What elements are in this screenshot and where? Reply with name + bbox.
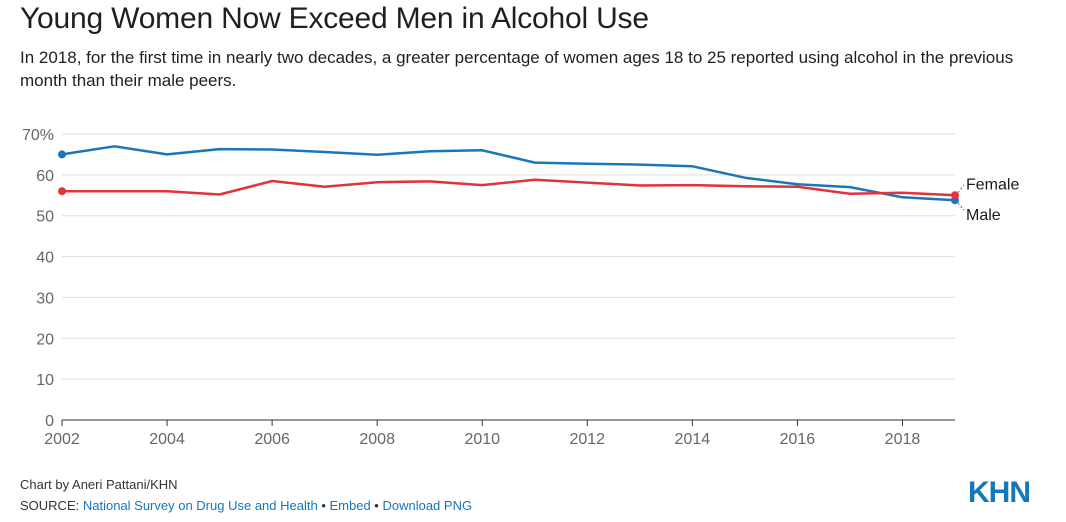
chart-subtitle: In 2018, for the first time in nearly tw… [20, 48, 1014, 90]
chart-credit: Chart by Aneri Pattani/KHN [20, 477, 178, 492]
chart-title: Young Women Now Exceed Men in Alcohol Us… [20, 2, 649, 35]
source-prefix: SOURCE: [20, 498, 83, 513]
y-tick-label: 40 [36, 250, 54, 267]
female-label-leader [957, 184, 965, 193]
x-tick-label: 2008 [359, 431, 395, 448]
separator: • [370, 498, 383, 513]
line-chart: 0 10 20 30 40 50 60 70% 2002 2004 2006 2008 2010 2012… [22, 127, 1019, 448]
x-tick-label: 2010 [464, 431, 500, 448]
y-tick-label: 0 [45, 413, 54, 430]
embed-link[interactable]: Embed [329, 498, 371, 513]
source-link[interactable]: National Survey on Drug Use and Health [82, 498, 318, 513]
male-series-line [60, 145, 957, 202]
x-tick-label: 2004 [149, 431, 185, 448]
female-end-point [951, 191, 959, 200]
x-tick-label: 2006 [254, 431, 290, 448]
khn-logo[interactable]: KHN [968, 476, 1031, 509]
female-series-label: Female [966, 176, 1019, 193]
source-line: SOURCE: National Survey on Drug Use and … [20, 498, 472, 513]
y-tick-label: 50 [36, 209, 54, 226]
y-tick-label: 10 [36, 372, 54, 389]
female-series-line [60, 178, 957, 197]
x-tick-label: 2012 [569, 431, 605, 448]
male-series-label: Male [966, 207, 1001, 224]
x-tick-label: 2018 [885, 431, 921, 448]
axis-layer: 0 10 20 30 40 50 60 70% 2002 2004 2006 2008 2010 2012… [22, 127, 955, 448]
y-tick-label: 20 [36, 331, 54, 348]
y-tick-label: 70% [22, 127, 54, 144]
female-start-point [58, 187, 66, 196]
x-tick-label: 2002 [44, 431, 80, 448]
separator: • [317, 498, 330, 513]
x-tick-label: 2014 [675, 431, 711, 448]
male-label-leader [957, 202, 965, 211]
download-png-link[interactable]: Download PNG [382, 498, 473, 513]
series-layer [58, 145, 959, 205]
grid-layer [62, 133, 955, 380]
x-tick-label: 2016 [780, 431, 816, 448]
y-tick-label: 60 [36, 168, 54, 185]
male-start-point [58, 150, 66, 159]
label-layer: Male Female [957, 176, 1019, 224]
y-tick-label: 30 [36, 290, 54, 307]
